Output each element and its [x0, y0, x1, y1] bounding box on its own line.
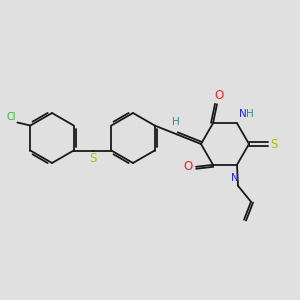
Text: S: S: [270, 137, 278, 151]
Text: S: S: [89, 152, 96, 166]
Text: Cl: Cl: [7, 112, 16, 122]
Text: O: O: [184, 160, 193, 173]
Text: N: N: [239, 109, 247, 119]
Text: O: O: [214, 89, 224, 102]
Text: H: H: [246, 109, 254, 119]
Text: N: N: [231, 173, 239, 183]
Text: H: H: [172, 117, 180, 128]
